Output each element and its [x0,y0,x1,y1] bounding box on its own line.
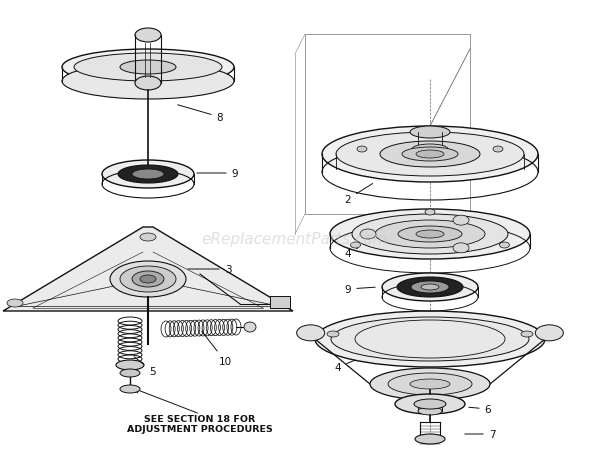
Text: 3: 3 [188,264,231,274]
Ellipse shape [410,127,450,139]
Ellipse shape [357,147,367,153]
Text: SEE SECTION 18 FOR
ADJUSTMENT PROCEDURES: SEE SECTION 18 FOR ADJUSTMENT PROCEDURES [127,414,273,433]
Bar [270,297,290,308]
Ellipse shape [120,385,140,393]
Text: 9: 9 [345,285,375,294]
Ellipse shape [331,317,529,361]
Ellipse shape [352,214,508,254]
Ellipse shape [7,299,23,308]
Text: 10: 10 [202,331,231,366]
Ellipse shape [382,274,478,302]
Ellipse shape [411,281,449,293]
Ellipse shape [350,242,360,248]
Ellipse shape [327,331,339,337]
Ellipse shape [375,220,485,248]
Ellipse shape [412,145,448,155]
Text: 2: 2 [345,184,373,205]
Ellipse shape [395,394,465,414]
Text: 8: 8 [178,106,223,123]
Ellipse shape [120,369,140,377]
Ellipse shape [453,243,469,253]
Text: 9: 9 [197,168,238,179]
Ellipse shape [140,275,156,283]
Ellipse shape [244,322,256,332]
Text: 4: 4 [335,360,355,372]
Ellipse shape [135,29,161,43]
Text: 4: 4 [345,248,358,258]
Ellipse shape [418,407,442,415]
Text: 7: 7 [465,429,496,439]
Ellipse shape [493,147,503,153]
Ellipse shape [402,148,458,162]
Ellipse shape [140,234,156,241]
Ellipse shape [410,379,450,389]
Ellipse shape [315,311,545,367]
Ellipse shape [132,271,164,287]
Text: eReplacementParts.com: eReplacementParts.com [202,232,388,247]
Ellipse shape [500,242,510,248]
Ellipse shape [416,230,444,239]
Ellipse shape [62,64,234,100]
Ellipse shape [135,77,161,91]
Ellipse shape [120,61,176,75]
Ellipse shape [360,230,376,240]
Ellipse shape [398,226,462,242]
Ellipse shape [453,216,469,226]
Text: 5: 5 [134,357,155,376]
Ellipse shape [416,151,444,159]
Ellipse shape [297,325,324,341]
Ellipse shape [370,368,490,400]
Ellipse shape [330,210,530,259]
Ellipse shape [132,170,164,179]
Ellipse shape [425,210,435,216]
Ellipse shape [521,331,533,337]
Ellipse shape [116,360,144,370]
Text: 6: 6 [469,404,491,414]
Ellipse shape [336,133,524,177]
Ellipse shape [421,285,439,291]
Ellipse shape [414,399,446,409]
Ellipse shape [102,161,194,189]
Ellipse shape [380,142,480,168]
Ellipse shape [74,54,222,82]
Polygon shape [3,228,293,311]
Ellipse shape [120,266,176,292]
Ellipse shape [535,325,563,341]
Ellipse shape [110,262,186,297]
Ellipse shape [273,299,289,308]
Ellipse shape [118,166,178,184]
Ellipse shape [322,127,538,183]
Ellipse shape [388,373,472,395]
Ellipse shape [415,434,445,444]
Ellipse shape [397,277,463,297]
Ellipse shape [62,50,234,86]
